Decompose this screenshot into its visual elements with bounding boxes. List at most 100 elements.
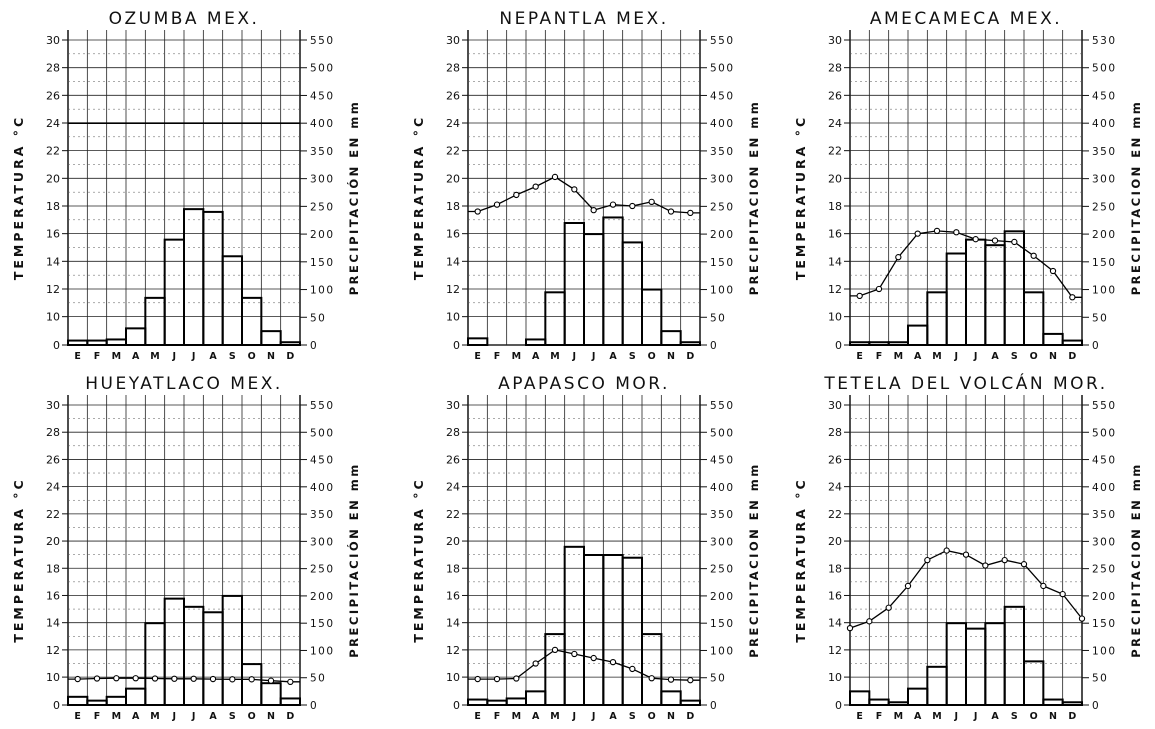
left-tick-label: 12 [46,644,60,657]
temperature-point [972,236,979,243]
right-tick-label: 530 [1092,35,1117,47]
precipitation-bar [621,241,644,346]
month-label: D [286,711,294,722]
temperature-point [248,676,255,683]
precipitation-bar [144,622,166,707]
month-label: A [609,351,617,362]
right-tick-label: 400 [310,118,335,130]
left-tick-label: 14 [828,255,842,268]
precipitation-bar [467,698,489,707]
temperature-point [687,209,694,217]
month-label: J [954,351,959,362]
month-label: M [512,711,521,722]
left-tick-label: 16 [446,589,460,602]
temperature-point [962,551,970,558]
precipitation-bar [984,244,1006,347]
right-tick-label: 150 [710,618,735,630]
month-label: J [591,351,596,362]
right-tick-label: 100 [310,645,335,657]
month-label: M [550,711,559,722]
precipitation-bar [1003,605,1026,706]
precipitation-bar [202,611,224,706]
left-tick-label: 28 [446,426,460,439]
right-tick-label: 200 [1092,591,1117,603]
left-tick-label: 30 [46,34,60,47]
temperature-point [629,202,636,210]
chart-panel-2: NEPANTLA MEX.010121416182022242628300501… [411,9,761,362]
precipitation-bar [86,699,108,706]
temperature-point [924,556,931,564]
month-label: A [914,711,922,722]
right-tick-label: 100 [1092,285,1117,297]
precipitation-bar [583,233,605,346]
left-tick-label: 22 [828,145,842,158]
temperature-point [74,675,81,683]
right-tick-label: 50 [310,673,326,685]
month-label: J [973,711,978,722]
y-axis-label-left: TEMPERATURA °C [793,115,808,280]
left-tick-label: 12 [446,283,460,296]
temperature-point [474,208,481,215]
month-label: J [954,711,959,722]
precipitation-bar [945,622,968,707]
right-tick-label: 250 [710,564,735,576]
chart-title: AMECAMECA MEX. [870,9,1062,29]
left-tick-label: 14 [446,255,460,268]
chart-panel-1: OZUMBA MEX.01012141618202224262830050100… [11,9,361,362]
left-tick-label: 20 [828,535,842,548]
precipitation-bar [486,699,508,706]
precipitation-bar [1061,701,1083,706]
left-tick-label: 18 [46,200,60,213]
left-tick-label: 14 [46,255,60,268]
precipitation-bar [602,554,624,706]
temperature-point [113,675,120,682]
temperature-point [132,675,139,682]
right-tick-label: 100 [310,285,335,297]
temperature-line [68,677,300,683]
left-tick-label: 10 [446,671,460,684]
month-label: A [609,711,617,722]
left-tick-label: 10 [46,671,60,684]
left-tick-label: 0 [453,699,460,712]
y-axis-label-left: TEMPERATURA °C [411,477,426,642]
temperature-point [866,618,873,625]
precipitation-bar [1042,332,1064,346]
left-tick-label: 24 [446,481,460,494]
right-tick-label: 400 [310,482,335,494]
month-label: F [94,711,101,722]
month-label: M [112,711,121,722]
temperature-line [850,230,1082,298]
precipitation-bar [887,341,910,346]
left-tick-label: 10 [828,311,842,324]
left-tick-label: 22 [446,508,460,521]
right-tick-label: 450 [710,90,735,102]
month-label: A [209,711,217,722]
month-label: D [1068,351,1076,362]
precipitation-bar [641,633,663,706]
left-tick-label: 14 [46,617,60,630]
right-tick-label: 100 [710,285,735,297]
precipitation-bar [525,338,547,347]
right-tick-label: 50 [710,312,726,324]
y-axis-label-left: TEMPERATURA °C [793,477,808,642]
right-tick-label: 500 [1092,427,1117,439]
right-tick-label: 50 [1092,673,1108,685]
temperature-point [609,201,617,208]
temperature-point [1069,294,1076,301]
right-tick-label: 500 [310,427,335,439]
temperature-point [895,254,902,261]
month-label: S [1011,351,1018,362]
temperature-point [93,675,101,682]
right-tick-label: 50 [1092,312,1108,324]
right-tick-label: 400 [710,118,735,130]
precipitation-bar [849,341,871,346]
temperature-point [856,292,863,300]
month-label: A [132,351,140,362]
month-label: N [267,711,275,722]
month-label: O [648,711,656,722]
month-label: O [1030,351,1038,362]
temperature-point [513,191,520,199]
month-label: E [474,711,481,722]
